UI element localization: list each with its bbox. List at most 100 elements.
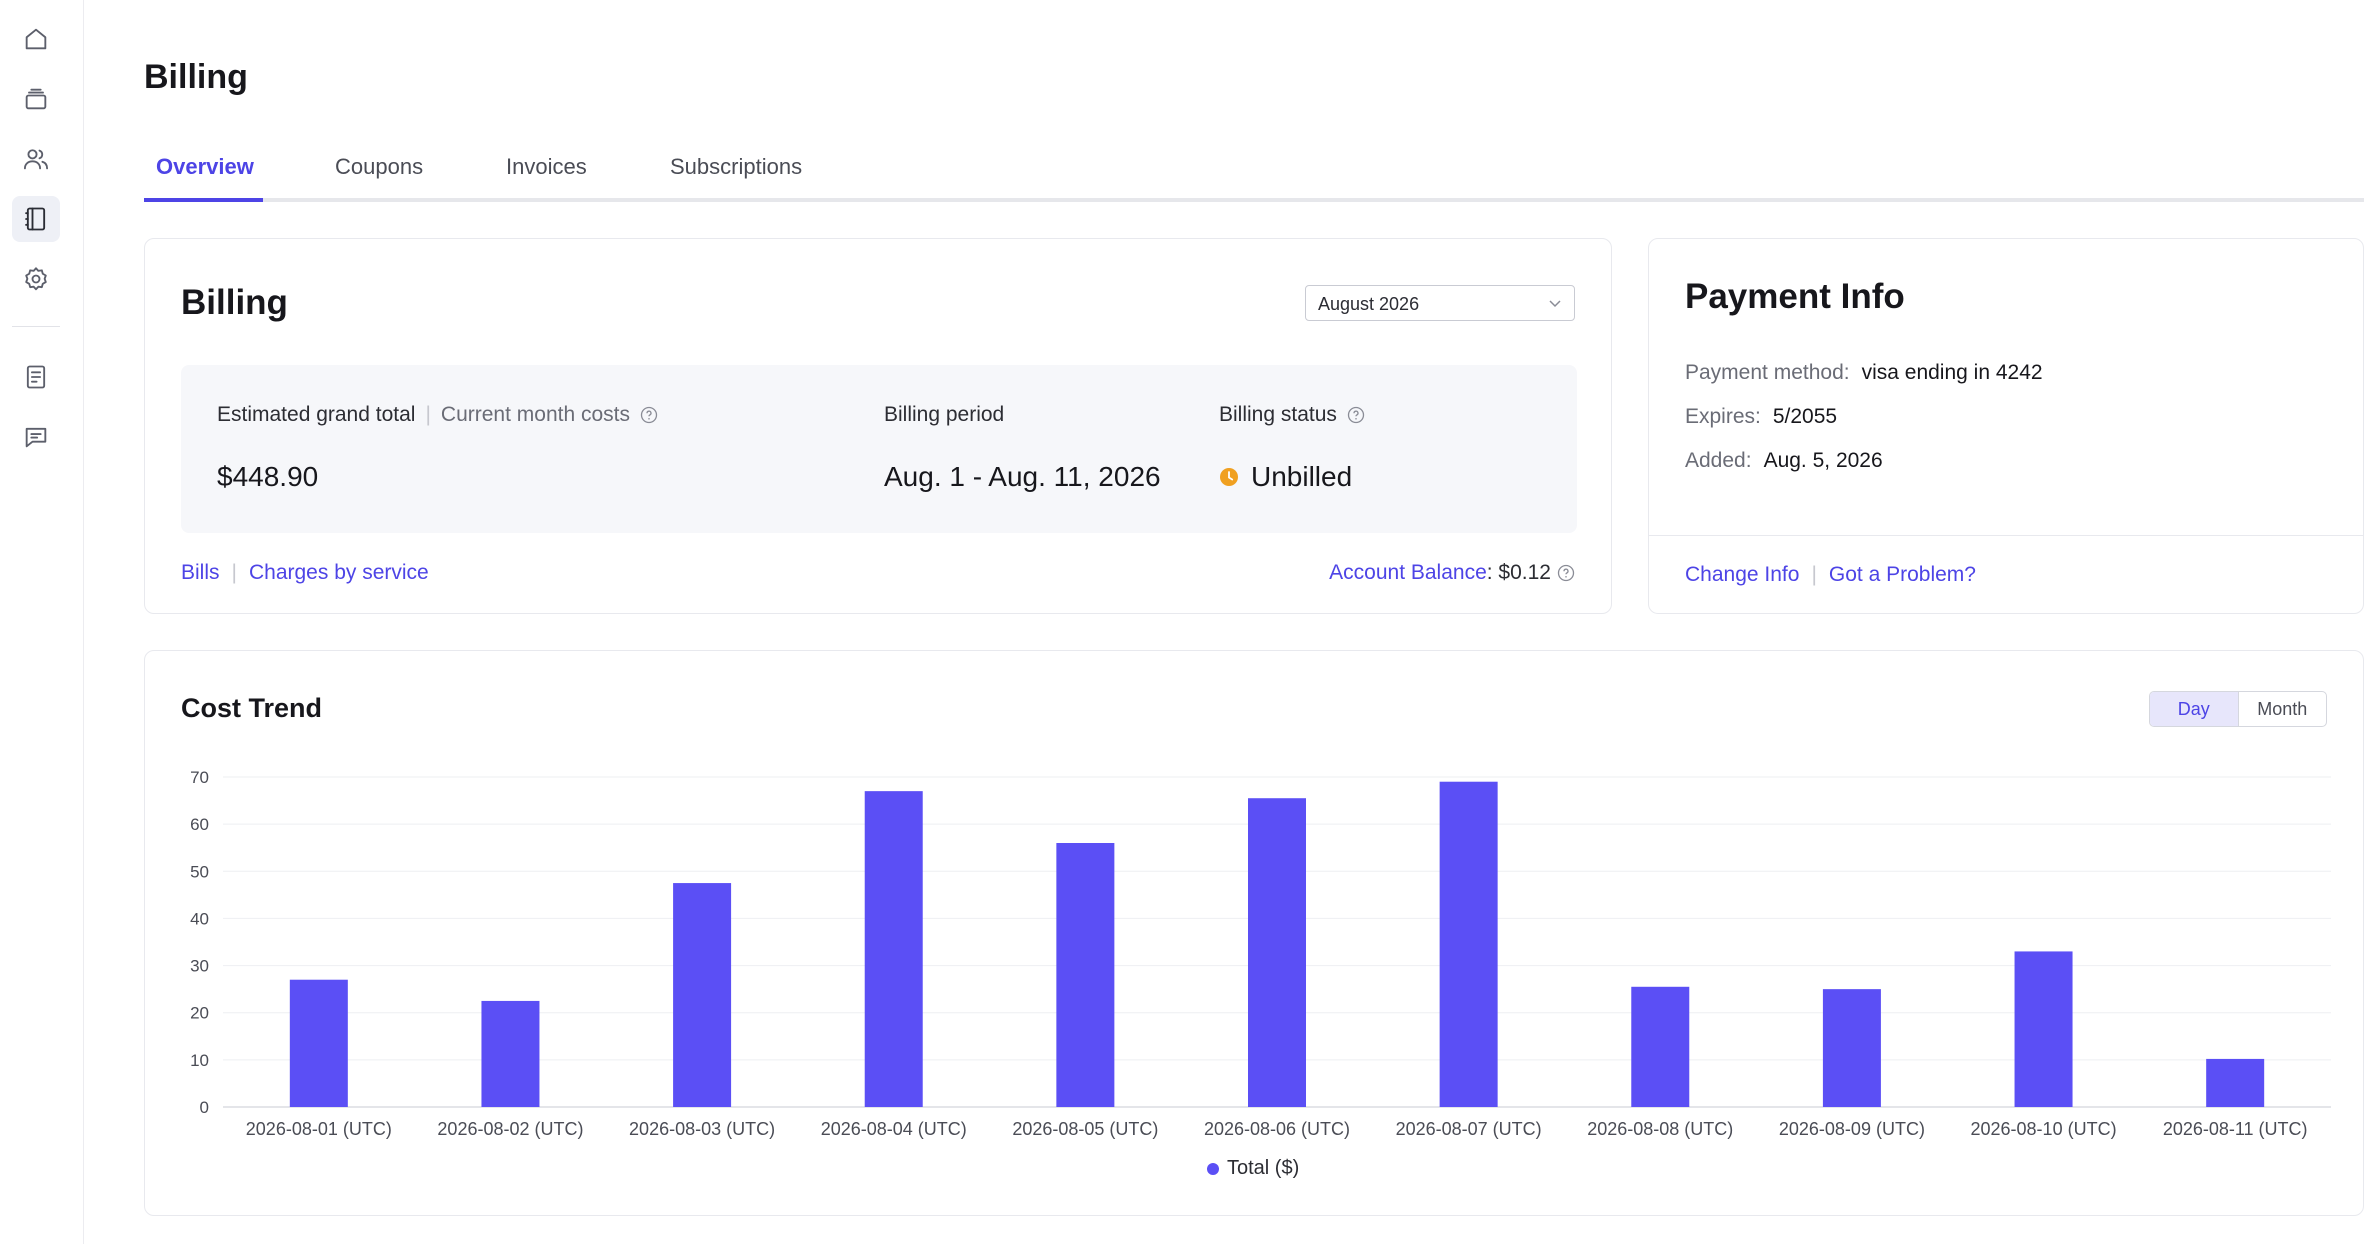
settings-button[interactable] [12, 256, 60, 302]
users-icon [23, 149, 49, 170]
bar [2014, 951, 2073, 1107]
billing-summary: Estimated grand total | Current month co… [181, 365, 1577, 533]
document-icon [26, 365, 46, 389]
month-toggle-button[interactable]: Month [2257, 698, 2308, 719]
y-tick-label: 10 [190, 1051, 209, 1070]
layers-icon [25, 88, 47, 110]
y-tick-label: 40 [190, 909, 209, 928]
bar [481, 1000, 540, 1107]
x-tick-label: 2026-08-07 (UTC) [1396, 1119, 1542, 1139]
billing-links: Bills | Charges by service [181, 561, 429, 585]
payment-links: Change Info | Got a Problem? [1685, 563, 1976, 587]
sidebar [0, 0, 84, 1244]
account-balance-link[interactable]: Account Balance [1329, 561, 1487, 584]
legend-label: Total ($) [1227, 1157, 1300, 1179]
got-a-problem-link[interactable]: Got a Problem? [1828, 563, 1976, 586]
y-tick-label: 30 [190, 957, 209, 976]
bar [1056, 843, 1115, 1107]
cost-trend-card: Cost Trend Day Month 0 10 20 30 40 50 60 70 2026… [144, 650, 2364, 1216]
added-value: Aug. 5, 2026 [1763, 449, 1883, 472]
billing-status-value: Unbilled [1219, 461, 1352, 493]
bar [289, 979, 348, 1107]
active-tab-indicator [144, 198, 263, 202]
tab-coupons[interactable]: Coupons [335, 154, 424, 179]
change-info-link[interactable]: Change Info [1685, 563, 1800, 586]
billing-status-text-value: Unbilled [1251, 461, 1353, 492]
billing-period-value: Aug. 1 - Aug. 11, 2026 [884, 461, 1161, 492]
payment-method-label: Payment method: [1685, 361, 1850, 384]
billing-status-label: Billing status [1219, 403, 1365, 427]
label-separator: | [425, 403, 431, 426]
y-tick-label: 70 [190, 768, 209, 787]
billing-period-text: Billing period [884, 403, 1005, 426]
current-month-text: Current month costs [440, 403, 630, 426]
granularity-toggle: Day Month [2149, 691, 2327, 727]
cost-trend-title: Cost Trend [181, 693, 323, 723]
estimated-total-value: $448.90 [217, 461, 319, 492]
page-title: Billing [144, 58, 248, 96]
chart-legend[interactable]: Total ($) [1207, 1157, 1299, 1180]
account-balance-value: : $0.12 [1486, 561, 1551, 584]
x-tick-label: 2026-08-11 (UTC) [2163, 1119, 2308, 1139]
x-tick-label: 2026-08-01 (UTC) [246, 1119, 392, 1139]
gear-icon [25, 267, 47, 291]
help-icon[interactable] [1347, 406, 1365, 424]
tab-overview[interactable]: Overview [156, 154, 254, 179]
y-tick-label: 50 [190, 862, 209, 881]
payment-info-title: Payment Info [1685, 277, 1905, 316]
payment-method-value: visa ending in 4242 [1861, 361, 2043, 384]
day-toggle-button[interactable]: Day [2150, 692, 2239, 726]
legend-swatch [1207, 1162, 1219, 1175]
bar [1439, 781, 1498, 1107]
bills-link[interactable]: Bills [181, 561, 220, 584]
expires-label: Expires: [1685, 405, 1761, 428]
sidebar-divider [12, 326, 60, 327]
chat-icon [25, 427, 47, 448]
y-tick-label: 0 [200, 1098, 209, 1117]
y-tick-label: 20 [190, 1004, 209, 1023]
tab-bar: Overview Coupons Invoices Subscriptions [144, 148, 2364, 202]
month-select-value: August 2026 [1318, 294, 1420, 314]
chevron-down-icon [1549, 300, 1561, 308]
x-tick-label: 2026-08-10 (UTC) [1971, 1119, 2117, 1139]
x-tick-label: 2026-08-06 (UTC) [1204, 1119, 1350, 1139]
x-tick-label: 2026-08-05 (UTC) [1012, 1119, 1158, 1139]
billing-period-label: Billing period [884, 403, 1004, 427]
bar [1822, 989, 1881, 1107]
estimated-total-label: Estimated grand total | Current month co… [217, 403, 658, 427]
x-tick-label: 2026-08-09 (UTC) [1779, 1119, 1925, 1139]
tab-subscriptions[interactable]: Subscriptions [670, 154, 803, 179]
payment-divider [1649, 535, 2363, 536]
tab-invoices[interactable]: Invoices [506, 154, 587, 179]
y-tick-label: 60 [190, 815, 209, 834]
billing-card-title: Billing [181, 283, 288, 322]
home-button[interactable] [12, 16, 60, 62]
estimated-total-text: Estimated grand total [217, 403, 416, 426]
expires-value: 5/2055 [1772, 405, 1838, 428]
charges-by-service-link[interactable]: Charges by service [248, 561, 429, 584]
bar [864, 791, 923, 1107]
home-icon [25, 28, 47, 50]
notebook-icon [25, 207, 46, 231]
help-icon[interactable] [640, 406, 658, 424]
feedback-button[interactable] [12, 414, 60, 460]
clock-icon [1220, 468, 1238, 486]
added-label: Added: [1685, 449, 1752, 472]
users-button[interactable] [12, 136, 60, 182]
bar [1248, 798, 1306, 1107]
layers-button[interactable] [12, 76, 60, 122]
cost-trend-chart: 0 10 20 30 40 50 60 70 2026-08-01 (UTC) 2026-08-0… [190, 768, 2331, 1139]
link-separator: | [1811, 563, 1817, 586]
bar [1631, 986, 1690, 1107]
x-tick-label: 2026-08-02 (UTC) [437, 1119, 583, 1139]
added-row: Added: Aug. 5, 2026 [1685, 449, 1883, 473]
help-icon[interactable] [1557, 564, 1575, 582]
expires-row: Expires: 5/2055 [1685, 405, 1837, 429]
x-tick-label: 2026-08-04 (UTC) [821, 1119, 967, 1139]
x-tick-label: 2026-08-08 (UTC) [1587, 1119, 1733, 1139]
billing-button[interactable] [12, 196, 60, 242]
bar [2206, 1058, 2265, 1107]
account-balance: Account Balance: $0.12 [1329, 561, 1575, 585]
month-select[interactable]: August 2026 [1305, 285, 1575, 321]
docs-button[interactable] [12, 354, 60, 400]
